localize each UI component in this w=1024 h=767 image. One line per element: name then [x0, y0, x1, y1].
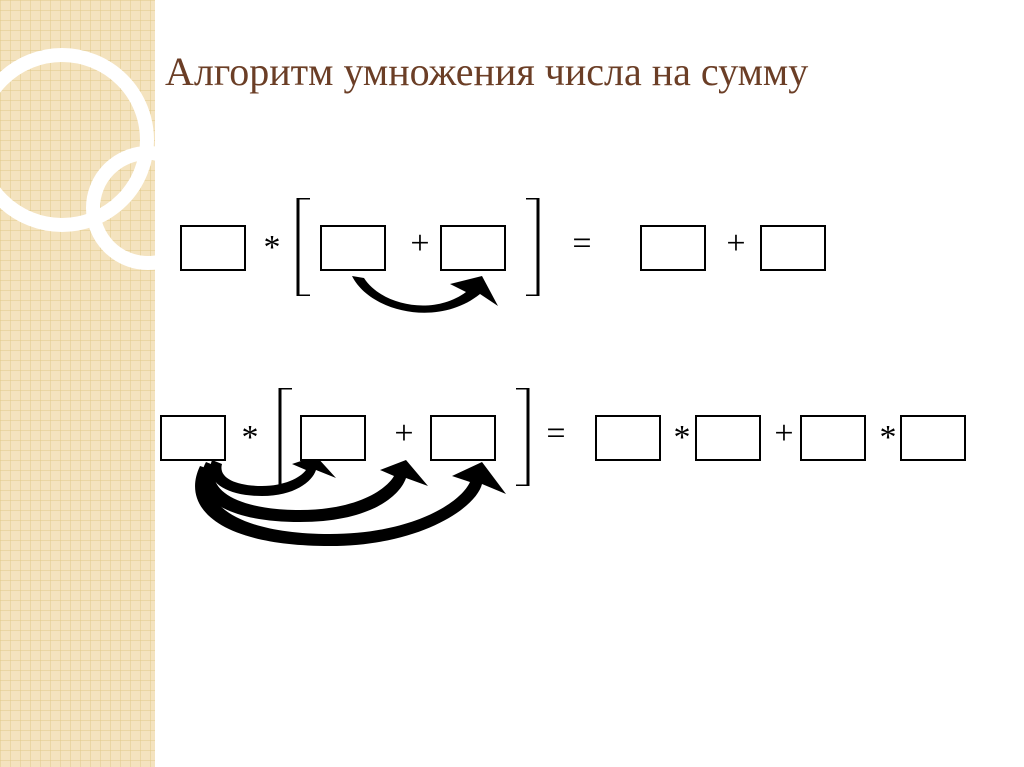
bracket-left: [294, 198, 310, 301]
bracket-right: [526, 198, 542, 301]
operator-symbol: *: [264, 229, 281, 267]
diagram-area: * + = + * + = * + *: [0, 0, 1024, 767]
distribution-arrow: [160, 460, 520, 555]
operator-symbol: =: [572, 225, 591, 263]
placeholder-box: [640, 225, 706, 271]
operator-symbol: *: [880, 419, 897, 457]
placeholder-box: [800, 415, 866, 461]
placeholder-box: [300, 415, 366, 461]
placeholder-box: [900, 415, 966, 461]
operator-symbol: =: [546, 415, 565, 453]
operator-symbol: +: [410, 225, 429, 263]
placeholder-box: [160, 415, 226, 461]
operator-symbol: *: [242, 419, 259, 457]
operator-symbol: *: [674, 419, 691, 457]
placeholder-box: [440, 225, 506, 271]
placeholder-box: [760, 225, 826, 271]
placeholder-box: [695, 415, 761, 461]
placeholder-box: [320, 225, 386, 271]
placeholder-box: [595, 415, 661, 461]
distribution-arrow: [330, 270, 510, 333]
operator-symbol: +: [774, 415, 793, 453]
slide: Алгоритм умножения числа на сумму *+=+*+…: [0, 0, 1024, 767]
operator-symbol: +: [394, 415, 413, 453]
placeholder-box: [430, 415, 496, 461]
operator-symbol: +: [726, 225, 745, 263]
placeholder-box: [180, 225, 246, 271]
